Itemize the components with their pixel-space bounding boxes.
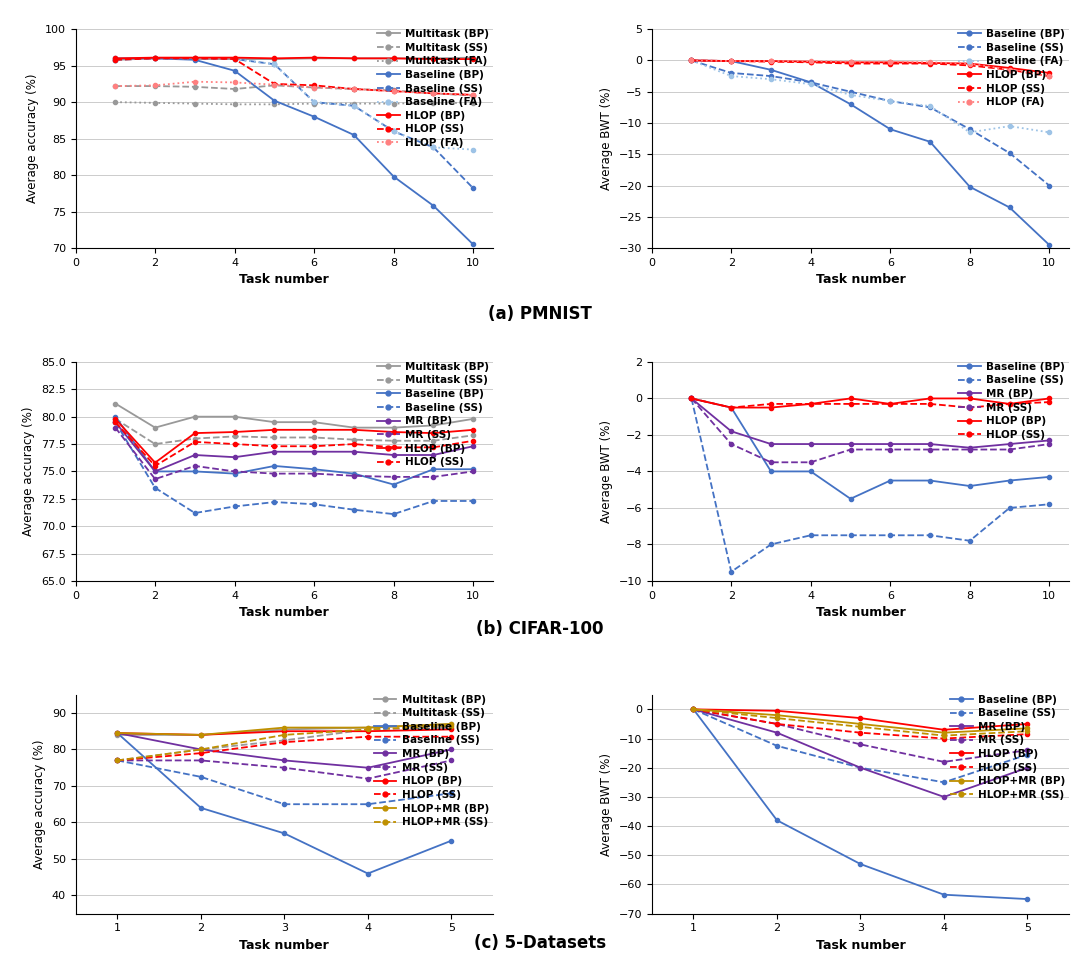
Legend: Multitask (BP), Multitask (SS), Baseline (BP), Baseline (SS), MR (BP), MR (SS), : Multitask (BP), Multitask (SS), Baseline… <box>373 358 494 471</box>
Y-axis label: Average BWT (%): Average BWT (%) <box>600 420 613 523</box>
X-axis label: Task number: Task number <box>240 939 329 952</box>
X-axis label: Task number: Task number <box>240 607 329 619</box>
Legend: Baseline (BP), Baseline (SS), Baseline (FA), HLOP (BP), HLOP (SS), HLOP (FA): Baseline (BP), Baseline (SS), Baseline (… <box>954 24 1069 112</box>
Y-axis label: Average accuracy (%): Average accuracy (%) <box>23 406 36 537</box>
X-axis label: Task number: Task number <box>815 939 905 952</box>
Legend: Multitask (BP), Multitask (SS), Baseline (BP), Baseline (SS), MR (BP), MR (SS), : Multitask (BP), Multitask (SS), Baseline… <box>369 690 494 831</box>
Legend: Baseline (BP), Baseline (SS), MR (BP), MR (SS), HLOP (BP), HLOP (SS): Baseline (BP), Baseline (SS), MR (BP), M… <box>954 358 1069 444</box>
Legend: Baseline (BP), Baseline (SS), MR (BP), MR (SS), HLOP (BP), HLOP (SS), HLOP+MR (B: Baseline (BP), Baseline (SS), MR (BP), M… <box>945 690 1069 804</box>
Text: (c) 5-Datasets: (c) 5-Datasets <box>474 934 606 952</box>
X-axis label: Task number: Task number <box>815 607 905 619</box>
Y-axis label: Average accuracy (%): Average accuracy (%) <box>33 740 46 869</box>
Y-axis label: Average accuracy (%): Average accuracy (%) <box>26 74 39 203</box>
X-axis label: Task number: Task number <box>240 273 329 287</box>
Text: (a) PMNIST: (a) PMNIST <box>488 305 592 323</box>
X-axis label: Task number: Task number <box>815 273 905 287</box>
Y-axis label: Average BWT (%): Average BWT (%) <box>600 87 613 191</box>
Text: (b) CIFAR-100: (b) CIFAR-100 <box>476 620 604 638</box>
Legend: Multitask (BP), Multitask (SS), Multitask (FA), Baseline (BP), Baseline (SS), Ba: Multitask (BP), Multitask (SS), Multitas… <box>373 24 494 153</box>
Y-axis label: Average BWT (%): Average BWT (%) <box>600 752 613 855</box>
